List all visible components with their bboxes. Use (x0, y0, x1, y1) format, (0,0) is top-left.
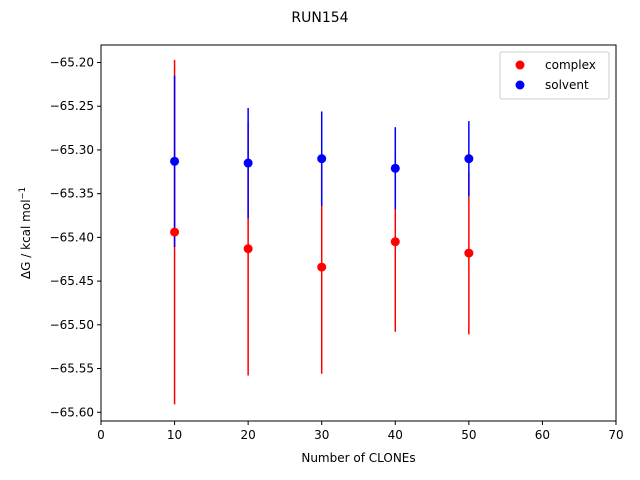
x-axis-label: Number of CLONEs (301, 451, 415, 465)
axes-frame (100, 44, 617, 422)
solvent-point (390, 163, 400, 173)
y-axis: −65.60 −65.55 −65.50 −65.45 −65.40 −65.35 −65.… (50, 55, 101, 419)
plot-area (170, 59, 474, 405)
y-tick-label: −65.55 (50, 362, 94, 376)
y-tick-label: −65.50 (50, 318, 94, 332)
solvent-point (317, 154, 327, 164)
x-tick-label: 10 (167, 428, 182, 442)
x-tick-label: 50 (461, 428, 476, 442)
y-tick-label: −65.45 (50, 274, 94, 288)
complex-point (243, 244, 253, 254)
x-tick-label: 70 (608, 428, 623, 442)
legend-box (499, 51, 610, 100)
y-axis-label-main: ΔG / kcal mol (19, 199, 33, 279)
y-tick-label: −65.30 (50, 143, 94, 157)
solvent-point (170, 156, 180, 166)
x-axis: 0 10 20 30 40 50 60 70 (97, 421, 624, 442)
legend-label-complex: complex (545, 58, 596, 72)
legend: complex solvent (499, 51, 610, 100)
y-axis-label-superscript: −1 (18, 187, 28, 200)
legend-marker-solvent (515, 80, 525, 90)
complex-point (464, 248, 474, 258)
y-tick-label: −65.20 (50, 55, 94, 69)
y-tick-label: −65.60 (50, 405, 94, 419)
y-tick-label: −65.40 (50, 230, 94, 244)
complex-point (170, 227, 180, 237)
chart-title: RUN154 (291, 10, 348, 26)
y-tick-label: −65.25 (50, 99, 94, 113)
complex-point (390, 237, 400, 247)
x-tick-label: 40 (388, 428, 403, 442)
solvent-point (464, 154, 474, 164)
x-tick-label: 20 (241, 428, 256, 442)
complex-point (317, 262, 327, 272)
x-tick-label: 30 (314, 428, 329, 442)
y-tick-label: −65.35 (50, 187, 94, 201)
solvent-point (243, 158, 253, 168)
x-tick-label: 0 (97, 428, 105, 442)
legend-label-solvent: solvent (545, 78, 589, 92)
x-tick-label: 60 (535, 428, 550, 442)
legend-marker-complex (515, 60, 525, 70)
y-axis-label: ΔG / kcal mol−1 (18, 187, 33, 279)
